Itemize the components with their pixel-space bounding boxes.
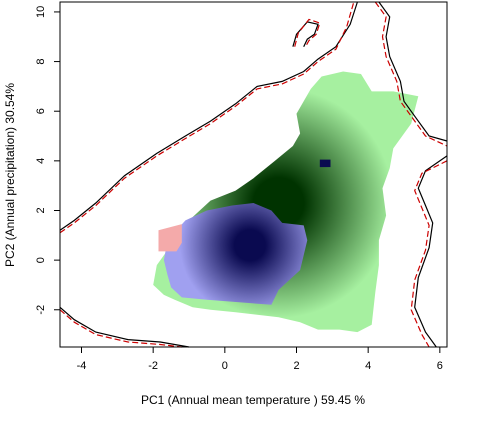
plot-frame [59,1,448,348]
contour-line-dashed [59,309,182,348]
x-tick-label: -4 [77,360,87,372]
contour-line-solid [414,155,448,348]
contour-line-dashed [294,18,321,47]
contour-line-dashed [374,1,448,147]
contour-line-dashed [59,1,355,234]
y-tick-label: 4 [35,158,47,164]
blue-density-region [163,203,308,305]
y-tick-label: 10 [35,6,47,18]
contour-line-solid [292,21,319,47]
x-tick-label: 4 [365,360,371,372]
x-tick-label: 2 [293,360,299,372]
contour-line-solid [59,306,190,348]
y-tick-label: 8 [35,59,47,65]
x-tick-label: -2 [148,360,158,372]
x-axis-title: PC1 (Annual mean temperature ) 59.45 % [141,393,365,407]
contour-line-solid [378,1,448,142]
y-tick-label: 2 [35,207,47,213]
contour-line-solid [59,1,358,231]
contour-lines [59,1,448,348]
contour-line-dashed [410,160,448,348]
y-axis: -2 0 2 4 6 8 10 [35,6,60,315]
x-tick-label: 0 [222,360,228,372]
blue-density-region [319,159,331,168]
x-axis: -4 -2 0 2 4 6 [77,347,443,372]
y-tick-label: 0 [35,257,47,263]
red-density-region [158,224,182,252]
density-layers [153,71,419,333]
y-tick-label: 6 [35,108,47,114]
y-axis-title: PC2 (Annual precipitation) 30.54% [3,83,17,267]
x-tick-label: 6 [437,360,443,372]
y-tick-label: -2 [35,305,47,315]
